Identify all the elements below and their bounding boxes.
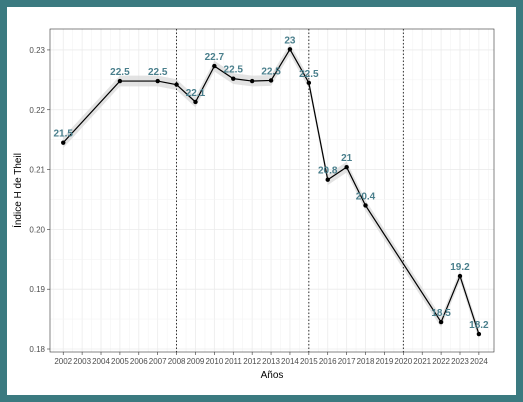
data-point [344, 164, 349, 170]
x-tick-label: 2009 [187, 357, 205, 366]
panel-border [49, 28, 495, 353]
x-tick-label: 2019 [376, 357, 394, 366]
x-tick-label: 2017 [338, 357, 356, 366]
data-point [457, 273, 463, 279]
x-tick-label: 2022 [432, 357, 450, 366]
chart-frame: 21.5 22.5 22.5 22.1 22.7 22.5 22.5 23 22.5 20.8 21… [7, 7, 516, 395]
line-chart: 21.5 22.5 22.5 22.1 22.7 22.5 22.5 23 22.5 20.821… [11, 28, 495, 381]
x-tick-label: 2024 [470, 357, 488, 366]
data-point [306, 80, 312, 86]
data-point [212, 63, 217, 69]
data-point [155, 78, 160, 84]
data-point [174, 82, 179, 87]
x-tick-label: 2008 [168, 357, 186, 366]
data-point [476, 331, 482, 337]
x-axis-ticks: 2002 2003 2004 2005 2006 2007 2008 2009 2010 2011… [54, 352, 488, 366]
x-tick-label: 2004 [92, 357, 110, 366]
data-point [287, 47, 293, 52]
data-label: 22.7 [205, 52, 225, 63]
y-axis-ticks: 0.18 0.19 0.20 0.21 0.22 0.23 [29, 46, 50, 354]
data-label: 22.5 [224, 65, 244, 76]
data-label: 22.5 [299, 69, 319, 80]
x-tick-label: 2014 [281, 357, 299, 366]
data-label: 19.2 [450, 262, 470, 273]
y-tick-label: 0.23 [29, 46, 45, 55]
data-label: 20.8 [318, 166, 338, 177]
data-label: 23 [284, 35, 296, 46]
x-tick-label: 2011 [225, 357, 243, 366]
data-point [438, 319, 444, 325]
data-labels: 21.5 22.5 22.5 22.1 22.7 22.5 22.5 23 22.5 20.821… [53, 35, 489, 331]
y-axis-title: Índice H de Theil [11, 153, 24, 228]
data-label: 22.1 [186, 88, 206, 99]
data-point [325, 177, 330, 182]
x-tick-label: 2015 [300, 357, 318, 366]
data-point [268, 78, 274, 83]
data-label: 22.5 [110, 67, 130, 78]
data-points [61, 47, 482, 337]
data-label: 22.5 [148, 67, 168, 78]
y-tick-label: 0.20 [29, 225, 45, 234]
x-tick-label: 2023 [451, 357, 469, 366]
x-tick-label: 2018 [357, 357, 375, 366]
data-label: 18.2 [469, 320, 489, 331]
x-tick-label: 2016 [319, 357, 337, 366]
data-label: 21 [341, 153, 353, 164]
data-point [61, 140, 66, 145]
y-tick-label: 0.22 [29, 106, 45, 115]
x-tick-label: 2003 [73, 357, 91, 366]
x-tick-label: 2002 [54, 357, 72, 366]
x-tick-label: 2006 [130, 357, 148, 366]
data-point [231, 76, 236, 81]
x-tick-label: 2005 [111, 357, 129, 366]
data-label: 21.5 [53, 129, 73, 140]
data-point [193, 99, 198, 105]
data-label: 22.5 [261, 66, 281, 77]
data-point [363, 203, 368, 208]
data-label: 20.4 [356, 191, 376, 202]
x-tick-label: 2021 [413, 357, 431, 366]
y-tick-label: 0.18 [29, 345, 45, 354]
x-tick-label: 2012 [243, 357, 261, 366]
x-tick-label: 2010 [205, 357, 223, 366]
data-point [249, 78, 255, 84]
x-tick-label: 2020 [394, 357, 412, 366]
y-tick-label: 0.21 [29, 166, 45, 175]
y-tick-label: 0.19 [29, 285, 45, 294]
x-tick-label: 2007 [149, 357, 167, 366]
x-tick-label: 2013 [262, 357, 280, 366]
x-axis-title: Años [261, 370, 284, 381]
data-label: 18.5 [431, 308, 451, 319]
data-point [117, 78, 123, 84]
